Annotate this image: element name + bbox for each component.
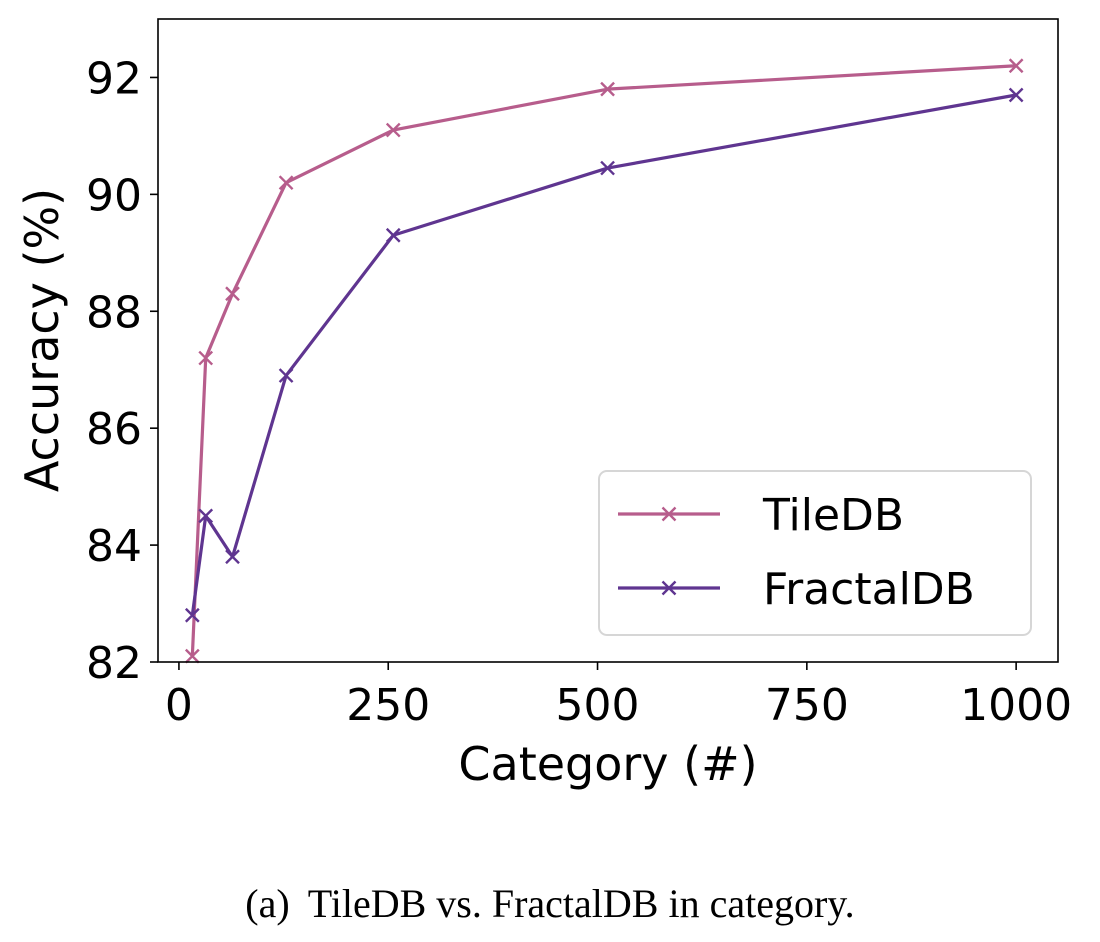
data-point bbox=[184, 648, 200, 664]
x-tick-label: 500 bbox=[556, 680, 640, 731]
y-tick-label: 84 bbox=[86, 521, 142, 572]
y-tick-label: 82 bbox=[86, 638, 142, 689]
data-point bbox=[1008, 58, 1024, 74]
data-point bbox=[278, 368, 294, 383]
legend-box bbox=[598, 470, 1032, 636]
legend-item-tiledb: TileDB bbox=[618, 490, 904, 541]
x-tick-label: 0 bbox=[165, 680, 193, 731]
plot-area bbox=[184, 58, 1024, 664]
legend-marker bbox=[661, 580, 677, 596]
y-tick-label: 90 bbox=[86, 170, 142, 221]
series-tiledb bbox=[184, 58, 1024, 664]
series-fractaldb bbox=[184, 87, 1024, 623]
caption-text: TileDB vs. FractalDB in category. bbox=[307, 881, 855, 926]
data-point bbox=[278, 175, 294, 191]
legend: TileDB FractalDB bbox=[598, 470, 1032, 636]
axes: Category (#) Accuracy (%) 0 250 500 750 1000… bbox=[15, 18, 1072, 791]
y-tick-label: 86 bbox=[86, 404, 142, 455]
data-point bbox=[198, 508, 214, 524]
figure-caption: (a) TileDB vs. FractalDB in category. bbox=[0, 880, 1100, 927]
data-point bbox=[1008, 87, 1024, 103]
legend-label: FractalDB bbox=[763, 564, 975, 615]
y-axis-title: Accuracy (%) bbox=[15, 188, 69, 492]
plot-frame bbox=[157, 18, 1059, 663]
caption-label: (a) bbox=[245, 881, 290, 926]
y-tick-label: 92 bbox=[86, 53, 142, 104]
data-point bbox=[198, 350, 214, 366]
x-tick-label: 750 bbox=[765, 680, 849, 731]
x-tick-label: 1000 bbox=[960, 680, 1072, 731]
data-point bbox=[225, 286, 240, 302]
data-point bbox=[385, 122, 401, 138]
data-point bbox=[600, 81, 615, 97]
y-tick-label: 88 bbox=[86, 287, 142, 338]
data-point bbox=[225, 549, 240, 565]
data-point bbox=[600, 160, 615, 176]
data-point bbox=[184, 607, 200, 623]
x-tick-label: 250 bbox=[346, 680, 430, 731]
legend-label: TileDB bbox=[762, 490, 904, 541]
x-axis-title: Category (#) bbox=[458, 737, 757, 791]
data-point bbox=[385, 227, 401, 243]
legend-marker bbox=[661, 506, 677, 522]
legend-item-fractaldb: FractalDB bbox=[618, 564, 975, 615]
